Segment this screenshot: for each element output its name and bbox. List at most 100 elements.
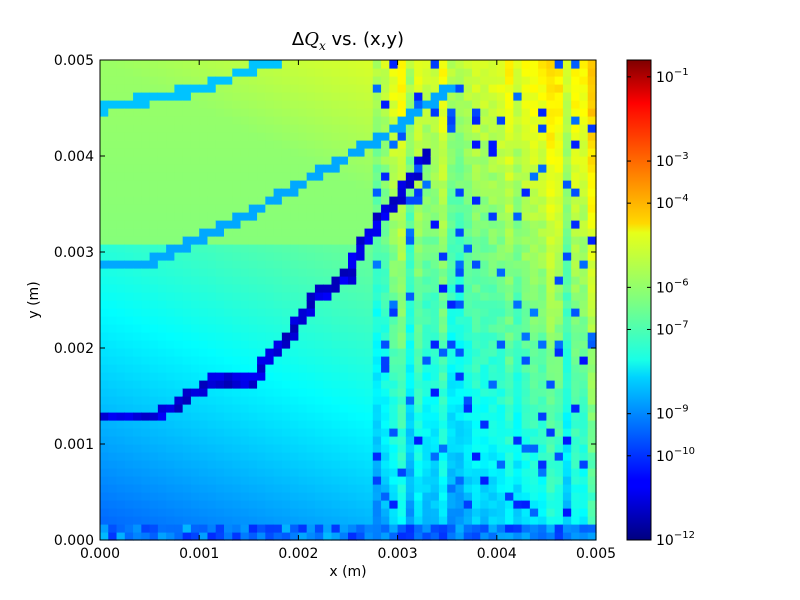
heatmap-cell xyxy=(496,252,506,261)
heatmap-cell xyxy=(108,444,118,453)
heatmap-cell xyxy=(587,340,597,349)
heatmap-cell xyxy=(480,84,490,93)
heatmap-cell xyxy=(579,412,589,421)
heatmap-cell xyxy=(207,292,217,301)
heatmap-cell xyxy=(455,436,465,445)
heatmap-cell xyxy=(554,276,564,285)
heatmap-cell xyxy=(480,492,490,501)
heatmap-cell xyxy=(455,284,465,293)
heatmap-cell xyxy=(257,60,266,69)
heatmap-cell xyxy=(579,428,589,437)
heatmap-cell xyxy=(298,356,308,365)
heatmap-cell xyxy=(480,404,490,413)
heatmap-cell xyxy=(381,260,390,269)
heatmap-cell xyxy=(331,516,341,525)
heatmap-cell xyxy=(224,220,233,229)
heatmap-cell xyxy=(124,412,134,421)
heatmap-cell xyxy=(174,508,184,517)
heatmap-cell xyxy=(207,284,217,293)
heatmap-cell xyxy=(273,172,283,181)
heatmap-cell xyxy=(430,316,440,325)
heatmap-cell xyxy=(314,116,324,125)
heatmap-cell xyxy=(521,300,531,309)
heatmap-cell xyxy=(306,332,316,341)
heatmap-cell xyxy=(273,148,283,157)
heatmap-cell xyxy=(422,268,432,277)
heatmap-cell xyxy=(472,404,481,413)
heatmap-cell xyxy=(290,324,299,333)
heatmap-cell xyxy=(571,284,581,293)
heatmap-cell xyxy=(207,116,217,125)
heatmap-cell xyxy=(587,436,597,445)
heatmap-cell xyxy=(124,164,134,173)
heatmap-cell xyxy=(339,460,349,469)
heatmap-cell xyxy=(339,268,349,277)
heatmap-cell xyxy=(579,340,589,349)
heatmap-cell xyxy=(116,228,126,237)
heatmap-cell xyxy=(381,428,390,437)
heatmap-cell xyxy=(414,500,423,509)
heatmap-cell xyxy=(414,228,423,237)
heatmap-cell xyxy=(562,68,572,77)
heatmap-cell xyxy=(422,468,432,477)
heatmap-cell xyxy=(463,140,473,149)
heatmap-cell xyxy=(546,324,556,333)
heatmap-cell xyxy=(579,348,589,357)
heatmap-cell xyxy=(157,404,167,413)
heatmap-cell xyxy=(182,228,192,237)
y-axis-label: y (m) xyxy=(26,281,42,318)
heatmap-cell xyxy=(265,324,275,333)
heatmap-cell xyxy=(455,316,465,325)
heatmap-cell xyxy=(463,364,473,373)
heatmap-cell xyxy=(323,372,333,381)
heatmap-cell xyxy=(190,132,200,141)
heatmap-cell xyxy=(571,372,581,381)
heatmap-cell xyxy=(108,220,118,229)
heatmap-cell xyxy=(281,228,291,237)
heatmap-cell xyxy=(298,340,308,349)
heatmap-cell xyxy=(116,524,126,533)
heatmap-cell xyxy=(472,388,481,397)
heatmap-cell xyxy=(265,132,275,141)
heatmap-cell xyxy=(521,468,531,477)
heatmap-cell xyxy=(215,196,225,205)
heatmap-cell xyxy=(397,284,407,293)
heatmap-cell xyxy=(298,172,308,181)
heatmap-cell xyxy=(505,452,514,461)
heatmap-cell xyxy=(348,116,357,125)
heatmap-cell xyxy=(124,244,134,253)
heatmap-cell xyxy=(372,116,382,125)
heatmap-cell xyxy=(546,316,556,325)
heatmap-cell xyxy=(389,172,399,181)
heatmap-cell xyxy=(166,244,175,253)
heatmap-cell xyxy=(306,308,316,317)
heatmap-cell xyxy=(232,252,242,261)
heatmap-cell xyxy=(381,308,390,317)
heatmap-cell xyxy=(298,308,308,317)
heatmap-cell xyxy=(348,308,357,317)
heatmap-cell xyxy=(579,252,589,261)
heatmap-cell xyxy=(265,60,275,69)
heatmap-cell xyxy=(215,268,225,277)
heatmap-cell xyxy=(207,308,217,317)
heatmap-cell xyxy=(381,500,390,509)
heatmap-cell xyxy=(298,116,308,125)
heatmap-cell xyxy=(124,492,134,501)
heatmap-cell xyxy=(463,444,473,453)
heatmap-cell xyxy=(364,476,374,485)
heatmap-cell xyxy=(496,76,506,85)
heatmap-cell xyxy=(182,364,192,373)
heatmap-cell xyxy=(215,84,225,93)
heatmap-cell xyxy=(587,204,597,213)
heatmap-cell xyxy=(472,476,481,485)
x-axis-ticks: 0.000 0.001 0.002 0.003 0.004 0.005 xyxy=(80,60,616,562)
heatmap-cell xyxy=(364,436,374,445)
heatmap-cell xyxy=(273,204,283,213)
heatmap-cell xyxy=(455,60,465,69)
heatmap-cell xyxy=(190,60,200,69)
heatmap-cell xyxy=(405,364,415,373)
heatmap-cell xyxy=(199,148,209,157)
heatmap-cell xyxy=(281,388,291,397)
heatmap-cell xyxy=(529,524,539,533)
heatmap-cell xyxy=(257,116,266,125)
